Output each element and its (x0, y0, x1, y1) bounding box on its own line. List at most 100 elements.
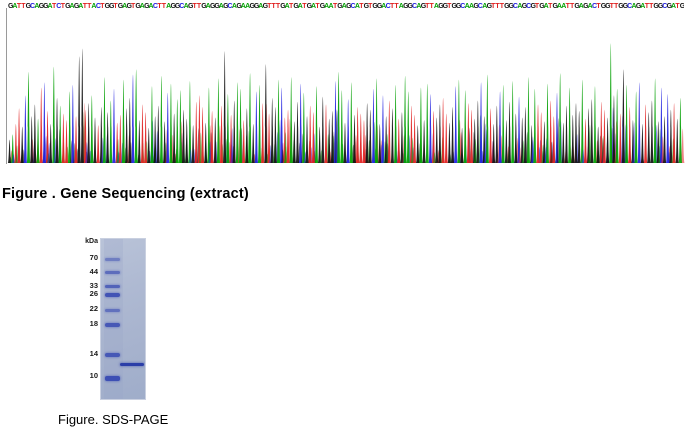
chromatogram-peak (643, 104, 648, 163)
base-call: T (675, 3, 680, 10)
base-call: G (201, 3, 207, 10)
base-call: T (196, 3, 202, 10)
chromatogram-peak (561, 122, 566, 163)
base-call: G (657, 3, 664, 10)
chromatogram-peak (469, 109, 474, 163)
base-call: A (464, 3, 470, 10)
base-call: T (394, 3, 399, 10)
base-call: T (267, 3, 272, 10)
base-call: G (376, 3, 383, 10)
base-call: G (209, 3, 216, 10)
chromatogram-peak (485, 74, 490, 163)
chromatogram-peak (77, 56, 81, 163)
chromatogram-peak (615, 88, 619, 163)
chromatogram-peak (292, 121, 297, 163)
base-call: C (29, 3, 36, 10)
chromatogram-peak (574, 103, 578, 163)
chromatogram-peak (647, 112, 651, 163)
chromatogram-peak (605, 117, 610, 163)
chromatogram-peak (526, 77, 531, 163)
sds-page-gel-image (100, 238, 146, 400)
base-call: G (508, 3, 514, 10)
chromatogram-peak (466, 103, 471, 163)
chromatogram-peak (618, 113, 623, 163)
base-call: G (486, 3, 493, 10)
chromatogram-peak (425, 83, 430, 163)
base-call: G (188, 3, 194, 10)
chromatogram-peak (150, 86, 154, 163)
chromatogram-peak (314, 86, 319, 163)
chromatogram-peak (270, 98, 274, 163)
base-call: A (12, 3, 18, 10)
chromatogram-peak (80, 48, 85, 163)
chromatogram-peak (159, 75, 164, 163)
base-call: G (262, 3, 269, 10)
chromatogram-peak (374, 78, 379, 163)
gene-sequencing-figure: GATTGCAGGATCTGAGATTACTGGTGAGTGAGACTTAGGC… (0, 0, 686, 175)
chromatogram-peak (368, 109, 373, 163)
chromatogram-peak (321, 96, 325, 163)
chromatogram-peak (194, 101, 199, 163)
chromatogram-peak (219, 105, 224, 163)
chromatogram-peak (680, 128, 685, 163)
chromatogram-peak (355, 107, 360, 163)
ladder-band (105, 285, 120, 289)
base-call: A (183, 3, 189, 10)
figure-caption-sds-page: Figure. SDS-PAGE (58, 412, 169, 427)
chromatogram-peak (460, 127, 464, 163)
base-call: A (416, 3, 422, 10)
chromatogram-peak (340, 143, 345, 163)
chromatogram-peak (26, 72, 31, 163)
base-call: A (34, 3, 40, 10)
chromatogram-peak (273, 107, 278, 163)
ladder-label: 33 (89, 280, 98, 290)
base-call: A (122, 3, 128, 10)
base-call: A (433, 3, 439, 10)
chromatogram-peak (86, 103, 91, 163)
chromatogram-peak (226, 94, 230, 163)
base-call: G (363, 3, 370, 10)
chromatogram-peak (577, 111, 581, 163)
chromatogram-peak (678, 98, 683, 163)
base-call: T (51, 3, 57, 10)
chromatogram-peak (403, 75, 407, 163)
chromatogram-peak (624, 85, 629, 163)
chromatogram-peak (216, 78, 221, 163)
base-call: A (69, 3, 75, 10)
chromatogram-peak (666, 94, 670, 163)
base-call: A (482, 3, 488, 10)
base-call: T (16, 3, 22, 10)
base-call: T (192, 3, 197, 10)
chromatogram-peak (298, 83, 303, 163)
base-call: A (47, 3, 53, 10)
chromatogram-peak (542, 121, 547, 163)
base-call: A (670, 3, 677, 10)
base-call: G (635, 3, 642, 10)
chromatogram-peak (105, 112, 110, 163)
chromatogram-peak (162, 121, 167, 163)
base-call: A (166, 3, 172, 10)
chromatogram-peak (473, 138, 478, 163)
ladder-band (105, 257, 120, 261)
chromatogram-peak (251, 124, 255, 163)
ladder-band (105, 353, 120, 358)
chromatogram-peak (609, 43, 613, 163)
chromatogram-peak (305, 116, 309, 163)
base-call: G (8, 3, 14, 10)
sample-band (120, 362, 144, 366)
chromatogram-peak (495, 105, 499, 163)
ladder-band (105, 293, 120, 298)
chromatogram-peak (254, 91, 259, 163)
ladder-label: 22 (89, 304, 98, 314)
chromatogram-peak (662, 116, 667, 163)
chromatogram-peak (523, 107, 528, 163)
base-call: A (148, 3, 154, 10)
ladder-label: 10 (89, 371, 98, 381)
base-call: G (473, 3, 479, 10)
chromatogram-peak (64, 120, 69, 163)
base-call: G (214, 3, 220, 10)
base-call: G (679, 3, 684, 10)
chromatogram-peak (571, 114, 575, 163)
base-call: G (455, 3, 462, 10)
base-call: A (578, 3, 584, 10)
